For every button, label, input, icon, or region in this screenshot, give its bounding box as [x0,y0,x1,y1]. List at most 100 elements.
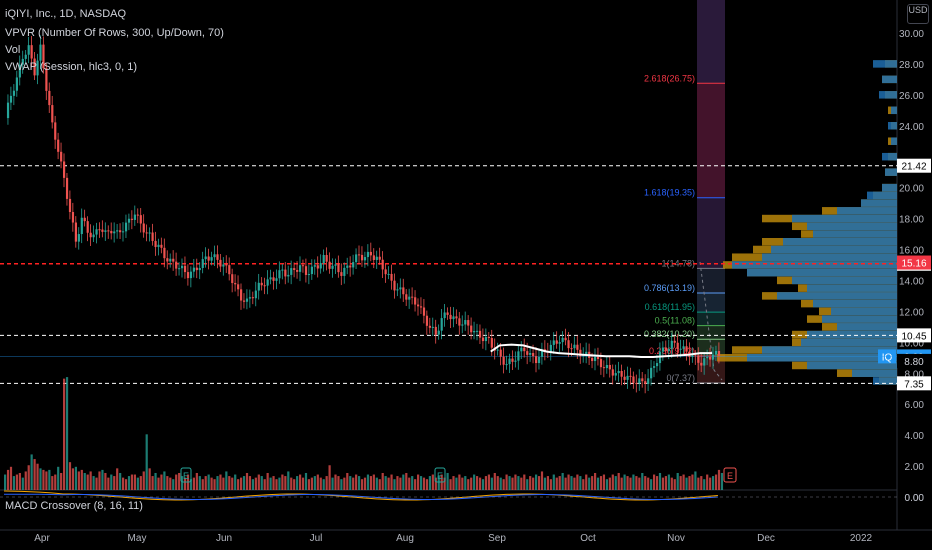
candle-body [626,375,629,380]
candle-body [526,351,529,355]
volume-bar [65,377,69,490]
volume-bar [446,472,449,490]
volume-bar [396,476,399,490]
vp-bar-up [807,330,897,339]
candle-body [6,102,10,119]
earnings-marker-label: E [727,471,733,481]
candle-body [458,318,461,326]
candle-body [225,264,228,266]
candle-body [51,105,54,123]
candle-body [287,274,290,277]
candle-body [366,251,370,258]
vp-bar-up [888,121,897,130]
fib-level-label: 2.618(26.75) [644,73,695,83]
volume-bar [650,479,653,490]
volume-bar [387,477,390,490]
candle-body [151,232,154,241]
volume-bar [567,474,570,490]
volume-bar [101,469,104,490]
volume-bar [30,454,33,490]
indicator-macd[interactable]: MACD Crossover (8, 16, 11) [5,500,143,512]
earnings-marker-upcoming [723,467,737,483]
volume-bar [546,476,549,490]
candle-body [18,64,21,78]
candle-body [673,340,676,343]
volume-bar [449,479,452,490]
vp-bar-up [801,338,897,347]
volume-bar [664,476,667,490]
vp-bar-up [879,91,897,99]
candle-body [275,278,278,281]
volume-bar [419,476,423,490]
currency-badge[interactable]: USD [907,4,929,24]
price-label-bg [897,255,931,270]
earnings-marker-label: E [183,471,189,481]
candle-body [461,324,464,326]
candle-body [231,274,234,284]
volume-bar [461,477,464,490]
candle-body [490,338,493,348]
volume-bar [505,474,508,490]
volume-bar [437,476,440,490]
volume-bar [638,477,641,490]
volume-bar [561,472,564,490]
candle-body [30,45,33,59]
price-label: 15.16 [901,259,926,270]
candle-body [602,367,606,369]
volume-bar [520,477,523,490]
volume-bar [608,477,611,490]
volume-bar [201,479,204,490]
volume-bar [275,479,278,490]
volume-bar [632,474,635,490]
candle-body [611,369,614,376]
candle-body [281,269,284,271]
candle-body [24,54,27,59]
candle-body [154,240,157,248]
volume-bar [414,479,417,490]
volume-bar [470,477,473,490]
volume-bar [349,476,352,490]
candle-body [186,272,190,279]
volume-bar [346,472,349,490]
fib-level-label: 0.5(11.08) [655,316,695,326]
volume-bar [157,477,160,490]
candle-body [316,265,319,269]
volume-bar [254,477,257,490]
candle-body [617,371,620,374]
volume-bar [175,474,178,490]
candle-body [157,244,160,248]
candle-body [251,297,254,299]
volume-bar [68,462,72,490]
candle-body [629,375,632,377]
candle-body [443,312,446,319]
candle-body [664,347,667,351]
candle-body [431,326,434,328]
volume-bar [422,477,426,490]
volume-bar [487,474,490,490]
indicator-vpvr[interactable]: VPVR (Number Of Rows, 300, Up/Down, 70) [5,27,224,39]
volume-bar [661,477,665,490]
volume-bar [641,472,644,490]
indicator-vwap[interactable]: VWAP (Session, hlc3, 0, 1) [5,61,138,73]
candle-body [523,347,526,352]
candle-body [650,367,653,379]
volume-bar [499,477,502,490]
candle-body [638,378,641,384]
vwap-line [490,343,712,359]
candle-body [661,347,665,352]
volume-bar [535,474,538,490]
volume-bar [378,479,381,490]
candle-body [245,298,249,302]
volume-bar [122,477,125,490]
hline-label: 7.35 [904,379,924,390]
volume-bar [576,474,579,490]
indicator-vol[interactable]: Vol [5,44,21,56]
candle-body [478,330,482,338]
candle-body [414,297,417,305]
fib-zone [697,325,725,340]
candle-body [63,161,66,178]
volume-bar [307,479,311,490]
volume-bar [74,466,77,490]
volume-bar [296,476,299,490]
